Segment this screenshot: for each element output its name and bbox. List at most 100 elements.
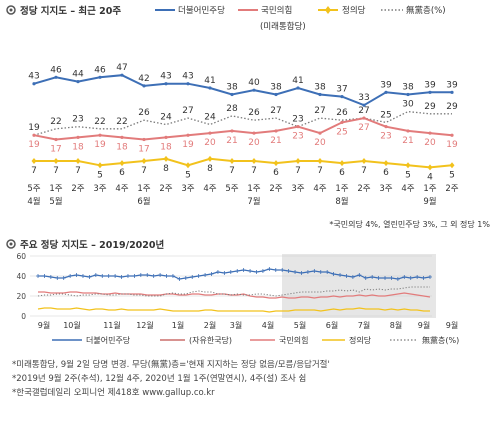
marker2-minjoo bbox=[280, 268, 285, 272]
marker2-minjoo bbox=[151, 274, 156, 278]
month-tick-label: 11월 bbox=[103, 320, 121, 330]
marker2-minjoo bbox=[145, 273, 150, 277]
data-label-justice: 6 bbox=[383, 168, 389, 178]
marker2-minjoo bbox=[222, 271, 227, 275]
marker-justice bbox=[383, 160, 389, 167]
data-label-minjoo: 38 bbox=[402, 82, 414, 92]
marker-justice bbox=[163, 155, 169, 162]
marker-pph bbox=[362, 116, 366, 120]
legend-pph-label-2: (미래통합당) bbox=[260, 21, 306, 32]
data-label-minjoo: 44 bbox=[72, 70, 84, 80]
x-tick-label-week: 3주 bbox=[379, 184, 392, 194]
legend2-minjoo-label: 더불어민주당 bbox=[86, 335, 131, 345]
data-label-none: 23 bbox=[292, 115, 303, 125]
marker2-minjoo bbox=[318, 270, 323, 274]
data-label-minjoo: 41 bbox=[292, 76, 303, 86]
data-label-pph: 21 bbox=[402, 136, 413, 146]
x-tick-label-week: 4주 bbox=[203, 184, 216, 194]
x-tick-label-week: 5주 bbox=[27, 184, 40, 194]
x-tick-label-week: 2주 bbox=[445, 184, 458, 194]
data-label-justice: 7 bbox=[229, 166, 235, 176]
legend2-pph-label: 국민의힘 bbox=[279, 335, 308, 345]
marker-justice bbox=[295, 157, 301, 164]
marker-justice bbox=[141, 157, 147, 164]
data-label-minjoo: 39 bbox=[380, 80, 392, 90]
marker-pph bbox=[120, 135, 124, 139]
month-tick-label: 9월 bbox=[446, 320, 458, 330]
marker-minjoo bbox=[450, 90, 454, 94]
footnote-2: *2019년 9월 2주(추석), 12월 4주, 2020년 1월 1주(연말… bbox=[12, 374, 307, 384]
marker-justice bbox=[229, 157, 235, 164]
data-label-minjoo: 41 bbox=[204, 76, 215, 86]
marker-pph bbox=[54, 137, 58, 142]
data-label-none: 19 bbox=[28, 123, 40, 133]
legend-none-label: 無黨층(%) bbox=[406, 5, 446, 16]
data-label-none: 30 bbox=[402, 100, 414, 110]
data-label-minjoo: 38 bbox=[270, 82, 282, 92]
y-tick-label: 20 bbox=[16, 292, 26, 301]
x-tick-label-week: 5주 bbox=[225, 184, 238, 194]
marker2-minjoo bbox=[363, 276, 368, 280]
data-label-pph: 21 bbox=[226, 136, 237, 146]
month-tick-label: 5월 bbox=[294, 320, 306, 330]
data-label-pph: 18 bbox=[116, 142, 128, 152]
marker2-minjoo bbox=[421, 276, 426, 280]
marker2-minjoo bbox=[235, 269, 240, 273]
marker-minjoo bbox=[318, 92, 322, 97]
x-tick-label-week: 4주 bbox=[313, 184, 326, 194]
data-label-pph: 21 bbox=[270, 136, 281, 146]
data-label-pph: 25 bbox=[336, 127, 347, 137]
data-label-justice: 7 bbox=[31, 166, 37, 176]
data-label-minjoo: 42 bbox=[138, 74, 149, 84]
series-line-pph bbox=[33, 117, 453, 141]
marker-justice bbox=[339, 160, 345, 167]
data-label-none: 27 bbox=[270, 106, 281, 116]
marker2-minjoo bbox=[267, 267, 272, 271]
month-tick-label: 4월 bbox=[262, 320, 274, 330]
x-tick-label-week: 4주 bbox=[115, 184, 128, 194]
data-label-none: 27 bbox=[314, 106, 325, 116]
marker2-minjoo bbox=[415, 275, 420, 279]
data-label-pph: 17 bbox=[50, 145, 61, 155]
data-label-minjoo: 39 bbox=[424, 80, 436, 90]
data-label-none: 27 bbox=[182, 106, 193, 116]
data-label-pph: 19 bbox=[94, 140, 106, 150]
y-tick-label: 60 bbox=[16, 252, 26, 261]
x-tick-label-month: 5월 bbox=[49, 196, 62, 207]
marker-minjoo bbox=[32, 82, 36, 86]
marker2-minjoo bbox=[177, 277, 182, 281]
data-label-minjoo: 43 bbox=[160, 72, 171, 82]
data-label-minjoo: 33 bbox=[358, 93, 369, 103]
marker2-minjoo bbox=[228, 270, 233, 274]
legend-justice-label: 정의당 bbox=[342, 5, 366, 16]
data-label-none: 27 bbox=[358, 106, 369, 116]
data-label-justice: 5 bbox=[97, 170, 103, 180]
data-label-minjoo: 46 bbox=[94, 65, 106, 75]
series2-line-none bbox=[37, 286, 430, 297]
marker-pph bbox=[230, 129, 234, 133]
marker2-minjoo bbox=[383, 276, 388, 280]
data-label-pph: 23 bbox=[380, 132, 391, 142]
marker2-minjoo bbox=[119, 275, 124, 279]
data-label-none: 24 bbox=[160, 113, 172, 123]
marker2-minjoo bbox=[74, 273, 79, 277]
marker2-minjoo bbox=[293, 270, 298, 274]
marker-justice bbox=[75, 157, 81, 164]
data-label-minjoo: 38 bbox=[226, 82, 238, 92]
marker-minjoo bbox=[384, 90, 388, 94]
marker-justice bbox=[405, 162, 411, 169]
marker-minjoo bbox=[406, 92, 410, 97]
marker-justice bbox=[97, 162, 103, 169]
x-tick-label-week: 1주 bbox=[137, 184, 150, 194]
month-tick-label: 7월 bbox=[358, 320, 370, 330]
chart-recent-20-weeks: 정당 지지도 – 최근 20주 더불어민주당 국민의힘 (미래통합당) 정의당 … bbox=[6, 5, 490, 229]
data-label-none: 25 bbox=[380, 110, 391, 120]
x-tick-label-month: 9월 bbox=[423, 196, 436, 207]
marker2-minjoo bbox=[203, 273, 208, 277]
legend-pph-label: 국민의힘 bbox=[261, 5, 292, 16]
x-tick-label-week: 3주 bbox=[181, 184, 194, 194]
x-tick-label-week: 1주 bbox=[49, 184, 62, 194]
title-mark-icon bbox=[6, 5, 16, 15]
data-label-justice: 7 bbox=[75, 166, 81, 176]
marker-justice bbox=[31, 157, 37, 164]
